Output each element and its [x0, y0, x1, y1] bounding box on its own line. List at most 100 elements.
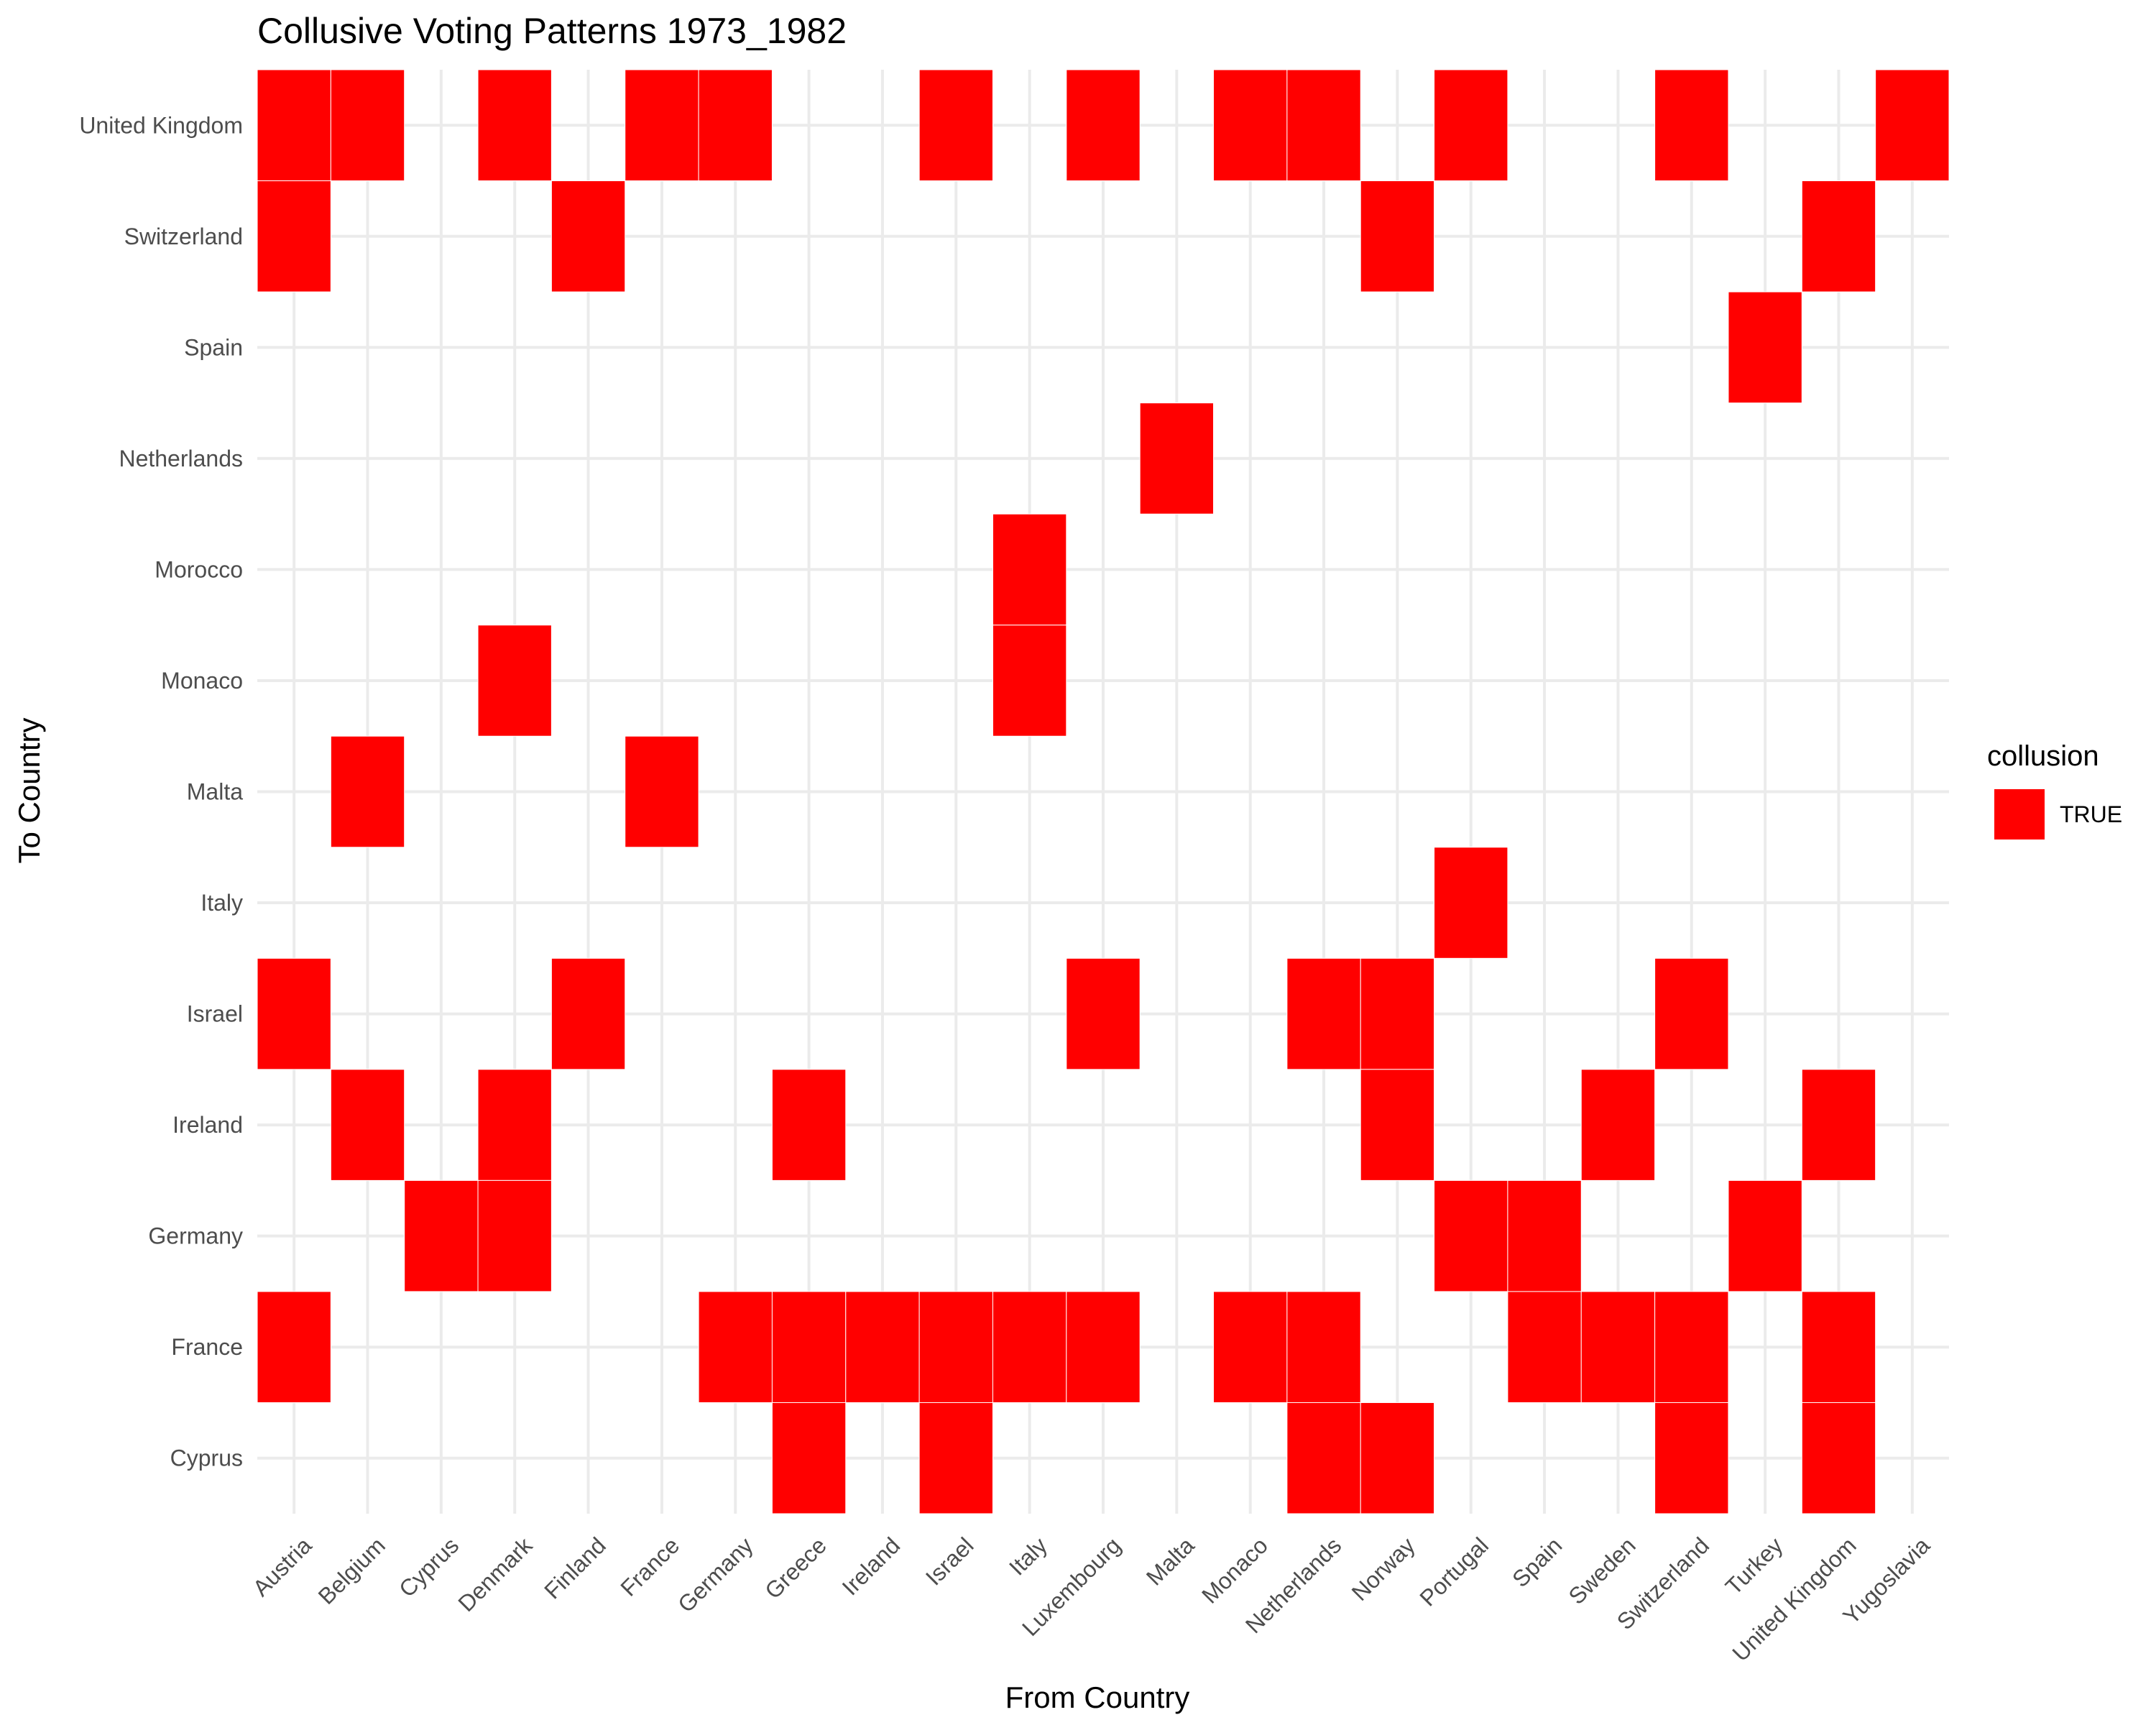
y-tick-label-israel: Israel [187, 1001, 243, 1027]
cell-israel-to-cyprus [918, 1402, 993, 1514]
cell-united-kingdom-to-cyprus [1801, 1402, 1876, 1514]
y-tick-label-morocco: Morocco [155, 556, 243, 582]
cell-norway-to-ireland [1360, 1069, 1435, 1181]
cell-israel-to-france [918, 1291, 993, 1403]
heatmap-cells [257, 69, 1950, 1514]
cell-greece-to-ireland [771, 1069, 847, 1181]
legend-label-true: TRUE [2060, 801, 2122, 827]
legend-key-true [1994, 789, 2045, 840]
cell-germany-to-united-kingdom [698, 69, 773, 182]
cell-spain-to-germany [1507, 1179, 1582, 1292]
x-tick-label-sweden: Sweden [1564, 1532, 1641, 1609]
cell-united-kingdom-to-france [1801, 1291, 1876, 1403]
y-axis-tick-labels: Cyprus France Germany Ireland Israel Italy Mal… [79, 112, 243, 1471]
cell-austria-to-united-kingdom [257, 69, 331, 182]
cell-netherlands-to-united-kingdom [1286, 69, 1361, 182]
x-tick-label-france: France [615, 1532, 684, 1601]
legend-title: collusion [1987, 740, 2099, 772]
cell-turkey-to-germany [1728, 1179, 1802, 1292]
y-tick-label-france: France [171, 1334, 243, 1360]
cell-denmark-to-monaco [477, 625, 552, 737]
cell-belgium-to-united-kingdom [330, 69, 405, 182]
chart-title: Collusive Voting Patterns 1973_1982 [257, 11, 847, 51]
y-tick-label-switzerland: Switzerland [124, 224, 243, 249]
cell-monaco-to-france [1213, 1291, 1288, 1403]
cell-portugal-to-italy [1434, 847, 1508, 959]
y-tick-label-ireland: Ireland [172, 1112, 243, 1138]
cell-portugal-to-united-kingdom [1434, 69, 1508, 182]
x-tick-label-ireland: Ireland [837, 1532, 906, 1601]
cell-france-to-malta [625, 735, 699, 848]
y-tick-label-spain: Spain [184, 334, 243, 360]
cell-germany-to-france [698, 1291, 773, 1403]
cell-monaco-to-united-kingdom [1213, 69, 1288, 182]
x-tick-label-spain: Spain [1507, 1532, 1567, 1592]
x-axis-title: From Country [1005, 1680, 1190, 1714]
cell-united-kingdom-to-switzerland [1801, 180, 1876, 293]
y-tick-label-netherlands: Netherlands [119, 446, 243, 472]
x-tick-label-united-kingdom: United Kingdom [1727, 1532, 1861, 1666]
cell-luxembourg-to-united-kingdom [1066, 69, 1141, 182]
cell-switzerland-to-france [1654, 1291, 1729, 1403]
y-tick-label-malta: Malta [187, 779, 243, 805]
x-tick-label-germany: Germany [673, 1532, 758, 1618]
cell-switzerland-to-cyprus [1654, 1402, 1729, 1514]
y-axis-title: To Country [12, 717, 46, 863]
cell-switzerland-to-israel [1654, 957, 1729, 1070]
x-tick-label-finland: Finland [539, 1532, 611, 1604]
cell-cyprus-to-germany [404, 1179, 479, 1292]
x-tick-label-israel: Israel [921, 1532, 979, 1591]
cell-norway-to-switzerland [1360, 180, 1435, 293]
cell-finland-to-switzerland [550, 180, 626, 293]
cell-italy-to-morocco [992, 513, 1067, 626]
cell-austria-to-switzerland [257, 180, 331, 293]
y-tick-label-cyprus: Cyprus [170, 1445, 243, 1471]
cell-netherlands-to-cyprus [1286, 1402, 1361, 1514]
x-tick-label-italy: Italy [1004, 1532, 1052, 1581]
y-tick-label-monaco: Monaco [161, 668, 243, 694]
cell-portugal-to-germany [1434, 1179, 1508, 1292]
cell-france-to-united-kingdom [625, 69, 699, 182]
cell-sweden-to-ireland [1580, 1069, 1656, 1181]
cell-netherlands-to-israel [1286, 957, 1361, 1070]
cell-united-kingdom-to-ireland [1801, 1069, 1876, 1181]
cell-belgium-to-ireland [330, 1069, 405, 1181]
cell-denmark-to-united-kingdom [477, 69, 552, 182]
cell-sweden-to-france [1580, 1291, 1656, 1403]
cell-norway-to-israel [1360, 957, 1435, 1070]
cell-italy-to-monaco [992, 625, 1067, 737]
cell-greece-to-cyprus [771, 1402, 847, 1514]
cell-greece-to-france [771, 1291, 847, 1403]
cell-finland-to-israel [550, 957, 626, 1070]
x-tick-label-malta: Malta [1141, 1532, 1199, 1591]
cell-italy-to-france [992, 1291, 1067, 1403]
legend: collusion TRUE [1987, 740, 2122, 840]
cell-denmark-to-germany [477, 1179, 552, 1292]
x-tick-label-portugal: Portugal [1414, 1532, 1493, 1611]
x-tick-label-greece: Greece [760, 1532, 831, 1604]
x-tick-label-monaco: Monaco [1197, 1532, 1273, 1609]
cell-norway-to-cyprus [1360, 1402, 1435, 1514]
cell-belgium-to-malta [330, 735, 405, 848]
x-tick-label-austria: Austria [248, 1532, 317, 1601]
cell-netherlands-to-france [1286, 1291, 1361, 1403]
cell-israel-to-united-kingdom [918, 69, 993, 182]
cell-luxembourg-to-france [1066, 1291, 1141, 1403]
cell-austria-to-france [257, 1291, 331, 1403]
x-tick-label-norway: Norway [1347, 1532, 1420, 1606]
x-tick-label-denmark: Denmark [453, 1532, 538, 1616]
y-tick-label-united-kingdom: United Kingdom [79, 112, 243, 138]
x-tick-label-turkey: Turkey [1720, 1532, 1788, 1600]
cell-yugoslavia-to-united-kingdom [1875, 69, 1950, 182]
x-tick-label-belgium: Belgium [313, 1532, 390, 1609]
cell-austria-to-israel [257, 957, 331, 1070]
cell-switzerland-to-united-kingdom [1654, 69, 1729, 182]
cell-malta-to-netherlands [1139, 402, 1215, 515]
cell-luxembourg-to-israel [1066, 957, 1141, 1070]
cell-spain-to-france [1507, 1291, 1582, 1403]
x-tick-label-cyprus: Cyprus [394, 1532, 464, 1602]
y-tick-label-italy: Italy [201, 890, 243, 916]
cell-turkey-to-spain [1728, 291, 1802, 404]
